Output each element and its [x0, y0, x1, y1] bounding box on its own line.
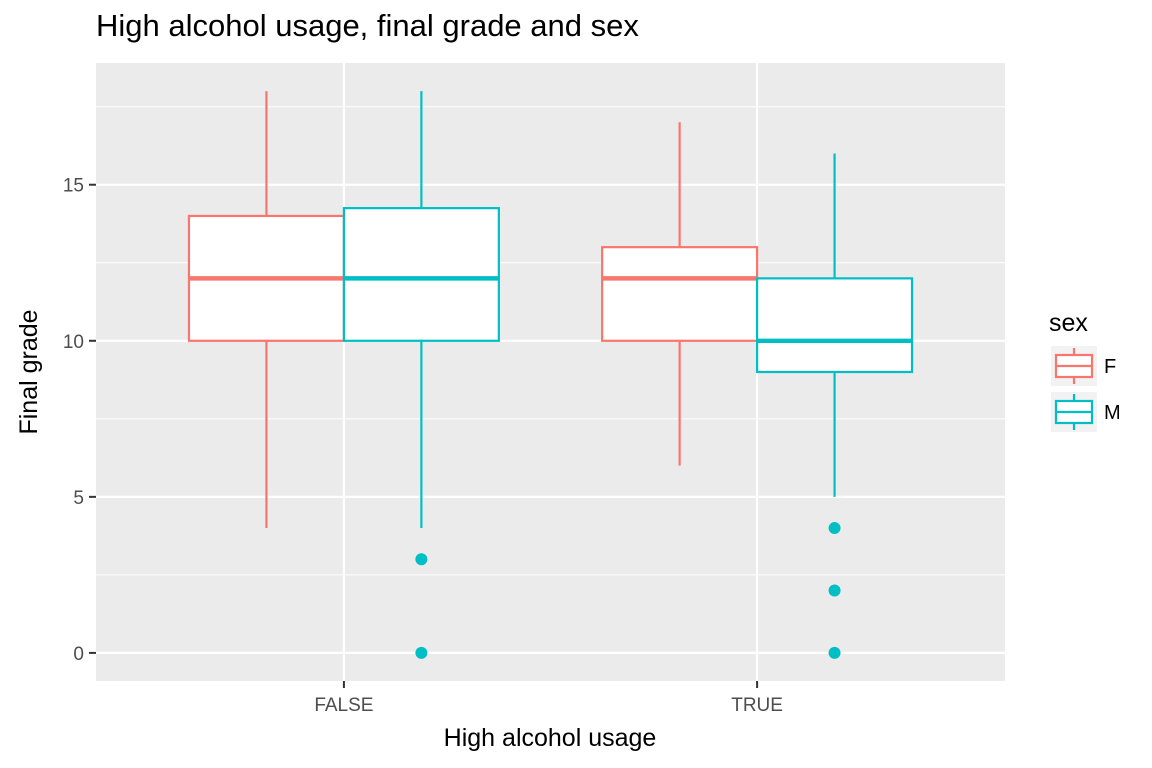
iqr-box — [342, 207, 500, 342]
iqr-box — [755, 277, 914, 374]
x-axis: FALSE TRUE — [314, 681, 783, 716]
outlier-point — [828, 646, 841, 659]
boxplot-M-FALSE — [342, 91, 500, 659]
boxplot-series — [187, 91, 914, 659]
outlier-point — [415, 646, 428, 659]
legend-label-M: M — [1104, 402, 1121, 424]
legend-key-F — [1051, 346, 1097, 386]
iqr-box — [601, 246, 759, 342]
boxplot-M-TRUE — [755, 153, 914, 659]
y-tick-label: 10 — [63, 332, 84, 353]
outlier-point — [828, 584, 841, 597]
y-tick-label: 0 — [73, 644, 84, 665]
y-tick-label: 15 — [63, 176, 84, 197]
legend-label-F: F — [1104, 356, 1116, 378]
y-tick-label: 5 — [73, 488, 84, 509]
x-tick-label: FALSE — [314, 695, 373, 716]
boxplot-F-FALSE — [187, 91, 346, 529]
chart-title: High alcohol usage, final grade and sex — [96, 8, 639, 43]
legend: sex F M — [1049, 309, 1121, 432]
outlier-point — [828, 522, 841, 535]
legend-title: sex — [1049, 309, 1088, 337]
y-axis-title: Final grade — [15, 309, 43, 434]
x-axis-title: High alcohol usage — [444, 724, 657, 752]
y-axis: 0 5 10 15 — [63, 176, 96, 665]
legend-key-M — [1051, 392, 1097, 432]
minor-gridlines — [96, 106, 1005, 576]
outlier-point — [415, 553, 428, 566]
x-tick-label: TRUE — [731, 695, 783, 716]
